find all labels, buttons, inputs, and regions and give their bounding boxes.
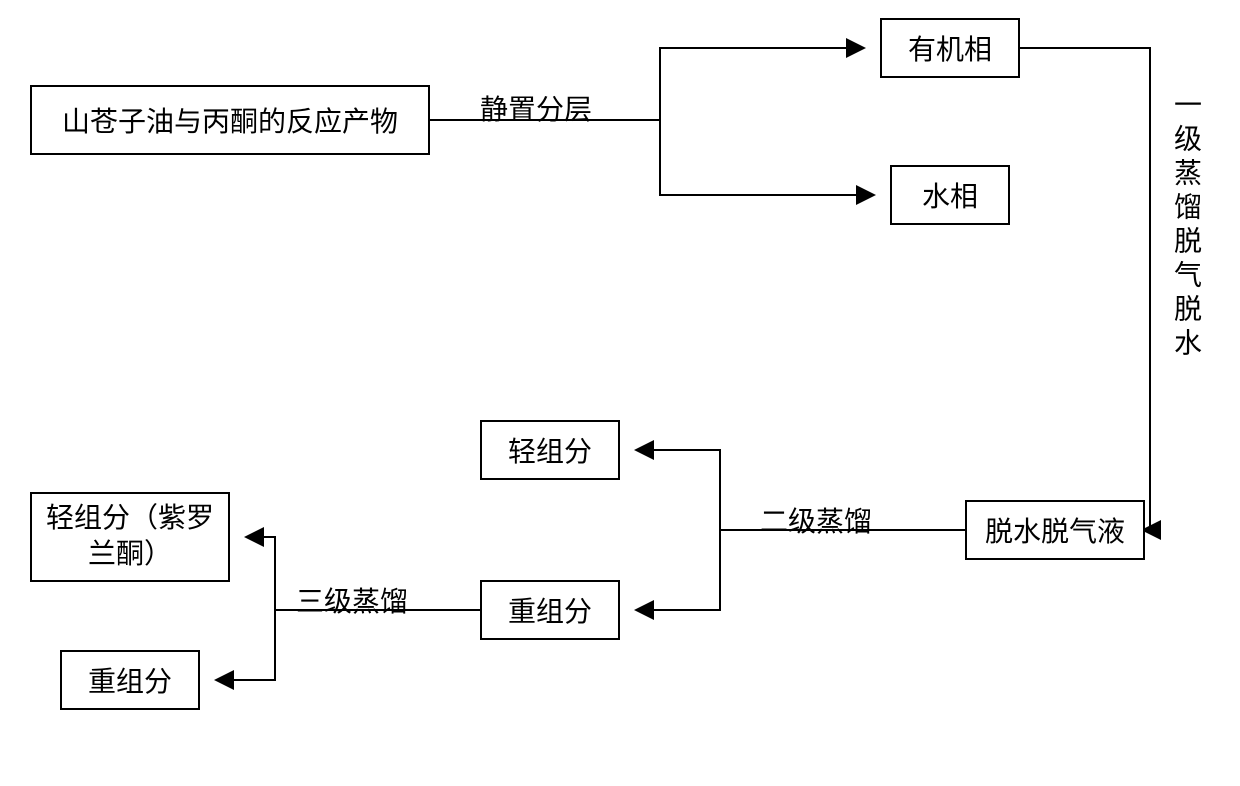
node-label: 轻组分（紫罗兰酮） (44, 501, 216, 574)
node-label: 脱水脱气液 (985, 510, 1125, 550)
edge-label-text: 一级蒸馏脱气脱水 (1170, 90, 1201, 362)
node-reaction-product: 山苍子油与丙酮的反应产物 (30, 85, 430, 155)
node-organic-phase: 有机相 (880, 18, 1020, 78)
edge-label-distillation-3: 三级蒸馏 (296, 580, 408, 620)
edge-label-text: 三级蒸馏 (296, 587, 408, 618)
edge-label-text: 二级蒸馏 (760, 507, 872, 538)
node-label: 重组分 (508, 590, 592, 630)
node-label: 轻组分 (508, 430, 592, 470)
node-light-component-3: 轻组分（紫罗兰酮） (30, 492, 230, 582)
node-label: 水相 (922, 175, 978, 215)
node-label: 重组分 (88, 660, 172, 700)
node-dehydrated-liquid: 脱水脱气液 (965, 500, 1145, 560)
edge-label-settle: 静置分层 (480, 88, 592, 128)
edge-label-distillation-1: 一级蒸馏脱气脱水 (1165, 90, 1205, 362)
node-light-component-2: 轻组分 (480, 420, 620, 480)
node-label: 山苍子油与丙酮的反应产物 (62, 100, 398, 140)
node-water-phase: 水相 (890, 165, 1010, 225)
node-heavy-component-3: 重组分 (60, 650, 200, 710)
node-heavy-component-2: 重组分 (480, 580, 620, 640)
edge-label-distillation-2: 二级蒸馏 (760, 500, 872, 540)
node-label: 有机相 (908, 28, 992, 68)
edge-label-text: 静置分层 (480, 95, 592, 126)
